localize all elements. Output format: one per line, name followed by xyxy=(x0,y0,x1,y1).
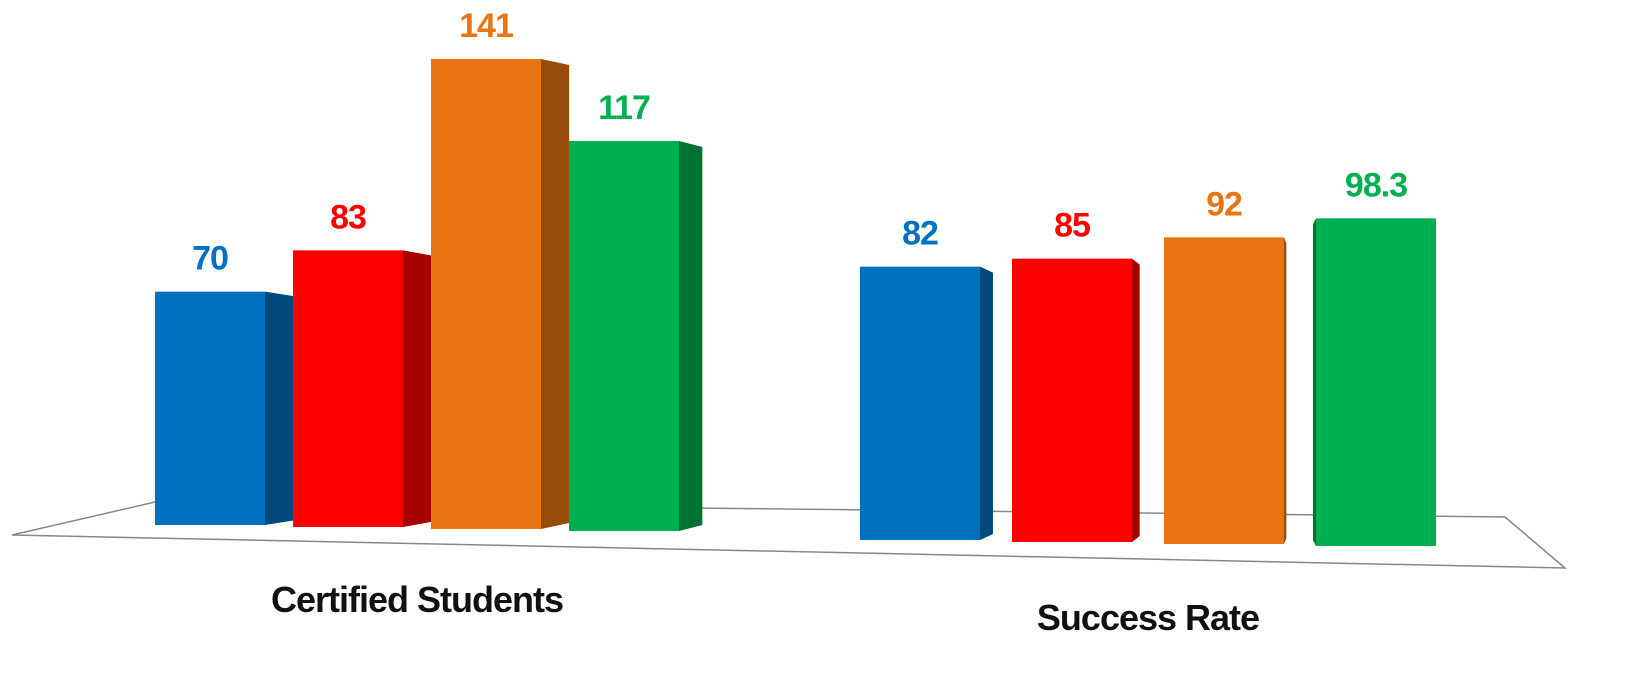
value-label: 117 xyxy=(598,89,650,127)
bar-side-shade xyxy=(679,141,703,531)
bar-side xyxy=(1312,218,1316,547)
bar xyxy=(1164,237,1284,545)
bar xyxy=(569,141,679,531)
bar-side xyxy=(679,141,703,531)
bar-side-shade xyxy=(1312,218,1316,547)
bar-side-shade xyxy=(1132,258,1140,542)
category-label: Success Rate xyxy=(1037,597,1259,638)
value-label: 98.3 xyxy=(1345,166,1407,204)
value-label: 141 xyxy=(459,7,513,45)
value-label: 92 xyxy=(1206,185,1242,223)
bar-side xyxy=(403,250,436,528)
bar xyxy=(1012,258,1132,542)
bar xyxy=(431,59,541,529)
bar-side xyxy=(980,266,993,540)
bar xyxy=(293,250,403,528)
bar-side xyxy=(1284,237,1287,545)
value-label: 85 xyxy=(1054,207,1090,245)
value-label: 83 xyxy=(330,198,366,236)
bar xyxy=(155,291,265,525)
value-label: 70 xyxy=(192,240,228,278)
category-label: Certified Students xyxy=(271,579,563,620)
bar-side-shade xyxy=(403,250,436,528)
bar xyxy=(1316,218,1436,547)
bars: 70 83 141 117 Certified Students 82 85 92 98.3 Su… xyxy=(155,7,1436,638)
bar xyxy=(860,266,980,540)
value-label: 82 xyxy=(902,215,938,253)
bar-side-shade xyxy=(1284,237,1287,545)
bar-side-shade xyxy=(541,59,570,529)
bar-side xyxy=(1132,258,1140,542)
bar-side-shade xyxy=(980,266,993,540)
bar-side xyxy=(541,59,570,529)
